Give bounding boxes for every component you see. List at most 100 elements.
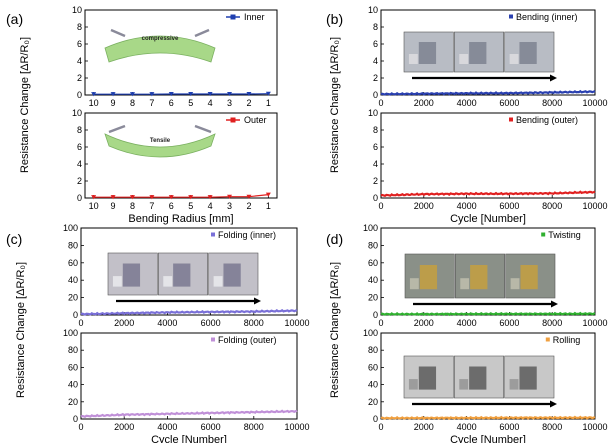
x-tick-label: 10000 xyxy=(582,98,607,108)
x-tick-label: 9 xyxy=(111,98,116,108)
y-tick-label: 40 xyxy=(368,380,378,390)
series-line xyxy=(380,415,596,420)
panel-letter-3: (c) xyxy=(6,231,22,247)
x-tick-label: 8000 xyxy=(542,201,562,211)
y-tick-label: 20 xyxy=(368,397,378,407)
data-point xyxy=(246,194,252,199)
series-line xyxy=(93,93,269,95)
legend-marker xyxy=(541,232,546,237)
fixture-shape xyxy=(408,54,418,64)
x-tick-label: 0 xyxy=(378,98,383,108)
y-tick-label: 80 xyxy=(68,345,78,355)
data-point xyxy=(168,91,174,97)
y-tick-label: 2 xyxy=(77,73,82,83)
axes-frame xyxy=(80,227,298,316)
x-tick-label: 6000 xyxy=(499,201,519,211)
y-tick-label: 0 xyxy=(77,90,82,100)
device-shape xyxy=(519,42,537,64)
x-tick-label: 8000 xyxy=(542,422,562,432)
panel-letter-4: (d) xyxy=(326,231,343,247)
x-tick-label: 4000 xyxy=(157,422,177,432)
device-shape xyxy=(418,366,437,390)
y-tick-label: 0 xyxy=(373,90,378,100)
x-tick-label: 10000 xyxy=(284,318,309,328)
x-tick-label: 8000 xyxy=(542,98,562,108)
y-tick-label: 0 xyxy=(73,414,78,424)
x-tick-label: 8 xyxy=(130,201,135,211)
x-tick-label: 8000 xyxy=(244,318,264,328)
y-tick-label: 6 xyxy=(373,39,378,49)
arrow xyxy=(194,28,210,38)
device-shape xyxy=(419,265,438,290)
y-tick-label: 40 xyxy=(68,380,78,390)
fixture-shape xyxy=(509,379,519,390)
fixture-shape xyxy=(459,54,469,64)
y-tick-label: 100 xyxy=(63,223,78,233)
x-tick-label: 6000 xyxy=(201,422,221,432)
data-point xyxy=(91,92,97,97)
axes-frame xyxy=(84,9,278,96)
x-tick-label: 2 xyxy=(246,98,251,108)
bent-strip xyxy=(104,133,216,158)
legend-label: Bending (inner) xyxy=(516,12,578,22)
x-tick-label: 2 xyxy=(246,201,251,211)
legend-marker xyxy=(230,14,236,20)
x-tick-label: 10 xyxy=(89,98,99,108)
subplot-6: 0 20 40 60 80 100 0 2000 4000 6000 8000 10000 Twisti… xyxy=(363,223,608,328)
x-tick-label: 6 xyxy=(169,98,174,108)
legend-label: Twisting xyxy=(548,230,581,240)
x-tick-label: 1 xyxy=(266,98,271,108)
photo-inset xyxy=(107,252,261,305)
y-tick-label: 100 xyxy=(363,223,378,233)
device-shape xyxy=(469,366,487,390)
x-tick-label: 4 xyxy=(208,98,213,108)
y-axis-title: Resistance Change [ΔR/R₀] xyxy=(329,37,341,173)
y-tick-label: 2 xyxy=(373,73,378,83)
axes-frame xyxy=(84,112,278,199)
x-tick-label: 4000 xyxy=(457,422,477,432)
y-tick-label: 4 xyxy=(77,159,82,169)
y-tick-label: 10 xyxy=(368,5,378,15)
y-tick-label: 100 xyxy=(363,328,378,338)
series-line xyxy=(93,194,269,198)
legend-marker xyxy=(211,232,215,237)
x-tick-label: 10000 xyxy=(582,201,607,211)
x-tick-label: 7 xyxy=(149,98,154,108)
x-tick-label: 4 xyxy=(208,201,213,211)
device-shape xyxy=(520,265,538,290)
arrow-head xyxy=(254,297,261,305)
data-point xyxy=(91,195,97,200)
data-point xyxy=(149,195,155,200)
fixture-shape xyxy=(213,276,223,287)
series-line xyxy=(380,89,596,96)
x-tick-label: 9 xyxy=(111,201,116,211)
subplot-1: 0 2 4 6 8 10 10 9 8 7 6 5 4 3 2 1 Bending Radius [mm] Out… xyxy=(72,108,278,225)
legend-label: Rolling xyxy=(553,335,581,345)
y-tick-label: 4 xyxy=(373,56,378,66)
photo-inset xyxy=(403,31,557,82)
series-line xyxy=(80,308,298,316)
y-tick-label: 4 xyxy=(373,159,378,169)
y-tick-label: 8 xyxy=(77,125,82,135)
x-axis-title: Cycle [Number] xyxy=(450,213,526,225)
x-tick-label: 8000 xyxy=(244,422,264,432)
fixture-shape xyxy=(510,278,520,290)
data-point xyxy=(246,91,252,97)
x-tick-label: 2000 xyxy=(414,98,434,108)
arrow xyxy=(194,124,212,134)
x-tick-label: 7 xyxy=(149,201,154,211)
y-tick-label: 80 xyxy=(68,240,78,250)
data-point xyxy=(110,92,116,97)
y-tick-label: 80 xyxy=(368,345,378,355)
data-point xyxy=(227,194,233,199)
legend-label: Inner xyxy=(244,12,265,22)
y-tick-label: 10 xyxy=(72,5,82,15)
strip-inset: Tensile xyxy=(104,124,216,158)
y-axis-title: Resistance Change [ΔR/R₀] xyxy=(15,262,27,398)
data-point xyxy=(188,91,194,97)
data-point xyxy=(129,195,135,200)
strip-inset: compressive xyxy=(104,28,216,63)
x-tick-label: 6000 xyxy=(499,318,519,328)
device-shape xyxy=(122,263,141,287)
y-axis-title: Resistance Change [ΔR/R₀] xyxy=(329,262,341,398)
